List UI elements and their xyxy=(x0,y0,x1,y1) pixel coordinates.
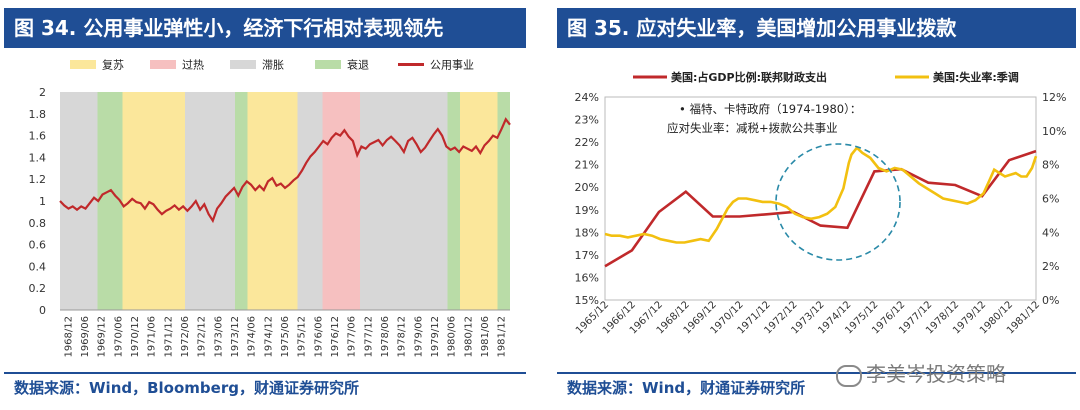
legend-label: 过热 xyxy=(182,59,204,72)
y-left-tick-label: 24% xyxy=(575,91,599,104)
phase-band xyxy=(185,92,235,310)
phase-band xyxy=(297,92,323,310)
y-right-tick-label: 0% xyxy=(1042,294,1059,307)
x-tick-label: 1979/12 xyxy=(430,316,441,358)
series-line-federal-spending xyxy=(604,149,1037,268)
right-chart-panel: 图 35. 应对失业率，美国增加公用事业拨款 15% 16% 17% 18% 19% 20… xyxy=(553,0,1080,410)
phase-band xyxy=(235,92,248,310)
right-source-text: 数据来源：Wind，财通证券研究所 xyxy=(567,379,806,397)
y-tick-label: 1.8 xyxy=(29,108,47,121)
x-tick-label: 1968/12 xyxy=(63,316,74,358)
x-tick-label: 1975/06 xyxy=(280,316,291,358)
legend-label: 滞胀 xyxy=(262,59,284,72)
x-tick-label: 1972/06 xyxy=(180,316,191,358)
left-divider xyxy=(4,372,526,374)
y-left-tick-label: 21% xyxy=(575,159,599,172)
x-tick-label: 1980/12 xyxy=(463,316,474,358)
x-tick-label: 1977/12 xyxy=(363,316,374,358)
y-right-tick-label: 6% xyxy=(1042,193,1059,206)
y-tick-label: 2 xyxy=(39,86,46,99)
y-tick-label: 0.4 xyxy=(29,260,47,273)
annotation-text: • 福特、卡特政府（1974-1980）： xyxy=(679,102,861,116)
y-tick-label: 0 xyxy=(39,304,46,317)
legend-label: 美国:失业率:季调 xyxy=(933,70,1019,84)
x-tick-label: 1973/06 xyxy=(213,316,224,358)
legend-label: 美国:占GDP比例:联邦财政支出 xyxy=(671,70,827,84)
annotation-text: 应对失业率：减税+拨款公共事业 xyxy=(667,121,838,135)
wechat-icon xyxy=(836,364,862,387)
x-tick-label: 1974/12 xyxy=(263,316,274,358)
right-chart-title: 图 35. 应对失业率，美国增加公用事业拨款 xyxy=(557,8,1076,48)
legend-swatch xyxy=(315,60,341,69)
right-divider xyxy=(557,372,1076,374)
y-left-tick-label: 20% xyxy=(575,181,599,194)
left-chart-title: 图 34. 公用事业弹性小，经济下行相对表现领先 xyxy=(4,8,526,48)
x-tick-label: 1969/12 xyxy=(97,316,108,358)
y-tick-label: 1 xyxy=(39,195,46,208)
x-tick-label: 1981/06 xyxy=(480,316,491,358)
x-tick-label: 1977/06 xyxy=(347,316,358,358)
y-tick-label: 1.6 xyxy=(29,130,47,143)
x-tick-label: 1979/06 xyxy=(413,316,424,358)
y-left-tick-label: 16% xyxy=(575,271,599,284)
left-chart: 0 0.2 0.4 0.6 0.8 1 1.2 1.4 1.6 1.8 2 1968/12 1969/0… xyxy=(29,58,511,358)
phase-band xyxy=(97,92,123,310)
phase-band xyxy=(360,92,448,310)
legend-swatch xyxy=(150,60,176,69)
x-tick-label: 1971/12 xyxy=(163,316,174,358)
y-left-tick-label: 23% xyxy=(575,114,599,127)
x-tick-label: 1975/12 xyxy=(297,316,308,358)
phase-band xyxy=(122,92,185,310)
legend-label: 衰退 xyxy=(347,58,369,72)
x-tick-label: 1971/06 xyxy=(147,316,158,358)
y-right-tick-label: 10% xyxy=(1042,125,1066,138)
y-left-tick-label: 18% xyxy=(575,226,599,239)
x-tick-label: 1976/06 xyxy=(313,316,324,358)
phase-band xyxy=(247,92,298,310)
legend-label: 复苏 xyxy=(102,58,124,72)
x-tick-label: 1973/12 xyxy=(230,316,241,358)
y-left-tick-label: 19% xyxy=(575,204,599,217)
legend-swatch xyxy=(70,60,96,69)
phase-band xyxy=(322,92,360,310)
right-chart: 15% 16% 17% 18% 19% 20% 21% 22% 23% 24% 0% 2% 4% 6% 8%… xyxy=(574,70,1066,336)
series-line-unemployment xyxy=(604,145,1038,244)
left-chart-panel: 图 34. 公用事业弹性小，经济下行相对表现领先 0 0.2 0.4 0.6 0.8 1 1… xyxy=(0,0,530,410)
x-tick-label: 1978/12 xyxy=(397,316,408,358)
y-tick-label: 0.8 xyxy=(29,217,47,230)
phase-band xyxy=(497,92,510,310)
y-tick-label: 1.4 xyxy=(29,151,47,164)
y-left-tick-label: 22% xyxy=(575,136,599,149)
phase-band xyxy=(447,92,460,310)
watermark: 李美岑投资策略 xyxy=(836,358,1006,387)
plot-area xyxy=(604,96,1037,301)
y-tick-label: 0.6 xyxy=(29,239,47,252)
phase-band xyxy=(460,92,498,310)
y-left-tick-label: 15% xyxy=(575,294,599,307)
y-left-tick-label: 17% xyxy=(575,249,599,262)
y-right-tick-label: 12% xyxy=(1042,91,1066,104)
x-tick-label: 1969/06 xyxy=(80,316,91,358)
x-tick-label: 1981/12 xyxy=(497,316,508,358)
x-tick-label: 1980/06 xyxy=(447,316,458,358)
left-source-text: 数据来源：Wind，Bloomberg，财通证券研究所 xyxy=(14,379,359,397)
watermark-text: 李美岑投资策略 xyxy=(866,362,1006,386)
x-tick-label: 1976/12 xyxy=(330,316,341,358)
x-tick-label: 1972/12 xyxy=(197,316,208,358)
x-tick-label: 1970/12 xyxy=(130,316,141,358)
highlight-circle xyxy=(775,143,901,261)
y-right-tick-label: 8% xyxy=(1042,159,1059,172)
x-tick-label: 1974/06 xyxy=(247,316,258,358)
legend-label: 公用事业 xyxy=(430,59,474,72)
series-line-utilities xyxy=(59,117,511,224)
y-right-tick-label: 2% xyxy=(1042,260,1059,273)
legend-swatch xyxy=(230,60,256,69)
y-tick-label: 1.2 xyxy=(29,173,47,186)
y-tick-label: 0.2 xyxy=(29,282,47,295)
x-tick-label: 1970/06 xyxy=(113,316,124,358)
x-tick-label: 1978/06 xyxy=(380,316,391,358)
y-right-tick-label: 4% xyxy=(1042,226,1059,239)
